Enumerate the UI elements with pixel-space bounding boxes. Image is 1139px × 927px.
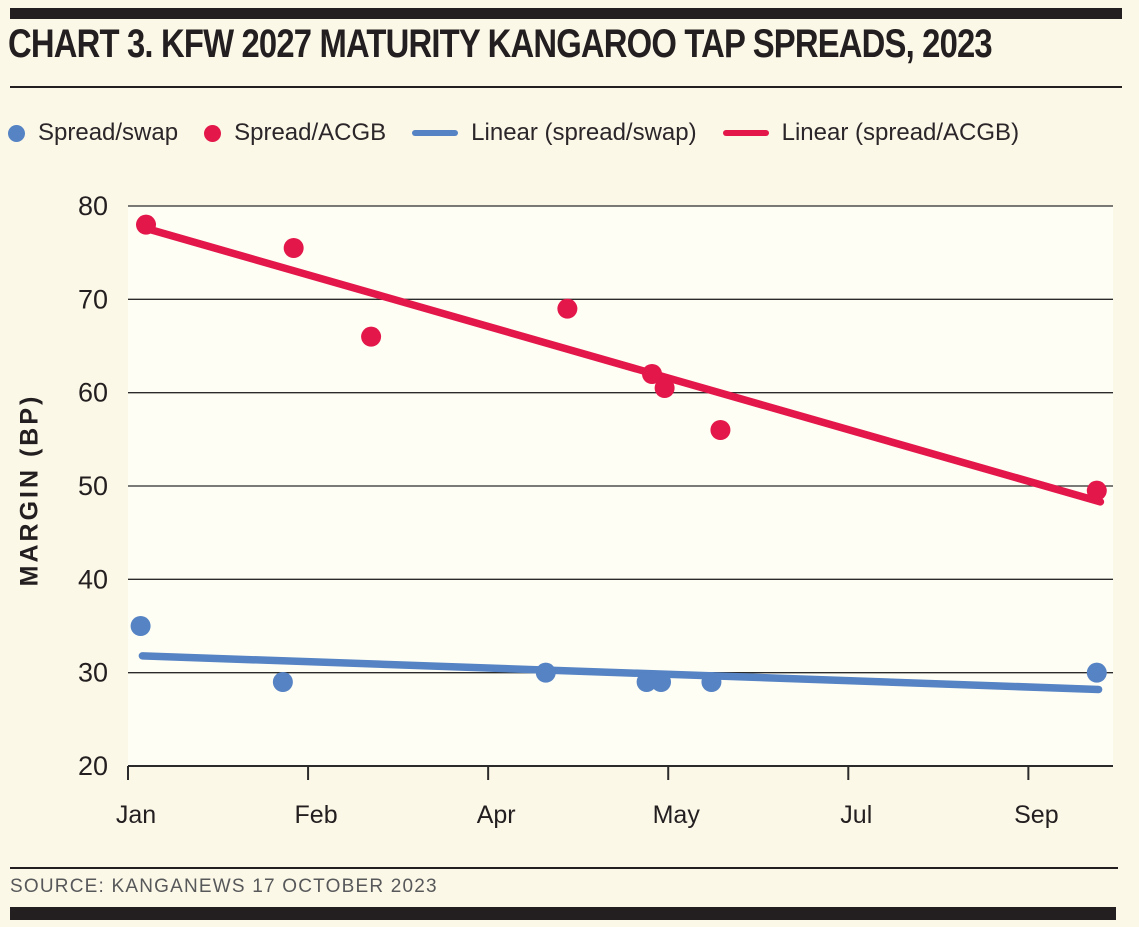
data-point-spread-swap (636, 672, 657, 692)
legend-line-icon (722, 130, 769, 136)
y-tick-label: 30 (78, 658, 108, 688)
legend-label: Spread/ACGB (234, 119, 387, 146)
source-text: SOURCE: KANGANEWS 17 OCTOBER 2023 (10, 876, 438, 897)
data-point-spread-acgb (283, 238, 304, 258)
y-tick-label: 60 (78, 378, 108, 408)
x-tick-label: Apr (477, 801, 516, 829)
legend-item-linear-spread-swap: Linear (spread/swap) (412, 119, 697, 147)
trendline-linear-spread-swap (138, 652, 1103, 694)
x-tick-label: May (653, 801, 701, 829)
legend-label: Linear (spread/ACGB) (781, 119, 1020, 146)
data-point-spread-swap (535, 662, 556, 683)
title-divider (10, 86, 1122, 88)
legend-item-spread-acgb: Spread/ACGB (204, 119, 386, 147)
data-point-spread-acgb (557, 298, 578, 319)
y-tick-label: 20 (78, 751, 108, 781)
legend-dot-icon (204, 124, 222, 142)
chart-legend: Spread/swap Spread/ACGB Linear (spread/swa… (8, 110, 1139, 156)
data-point-spread-swap (130, 616, 151, 636)
y-tick-label: 80 (78, 191, 108, 221)
legend-line-icon (412, 130, 459, 136)
data-point-spread-swap (272, 672, 293, 692)
legend-label: Linear (spread/swap) (471, 119, 697, 146)
y-tick-label: 70 (78, 284, 108, 314)
data-point-spread-acgb (361, 326, 382, 347)
data-point-spread-acgb (710, 420, 731, 440)
x-tick-label: Jan (116, 801, 156, 829)
trendline-linear-spread-acgb (142, 224, 1105, 506)
data-point-spread-swap (1086, 662, 1107, 683)
data-point-spread-acgb (654, 378, 675, 398)
data-point-spread-swap (651, 672, 672, 692)
bottom-accent-bar (10, 907, 1116, 920)
y-tick-label: 50 (78, 471, 108, 501)
source-divider (10, 867, 1118, 869)
legend-item-linear-spread-acgb: Linear (spread/ACGB) (722, 119, 1020, 147)
chart-title: CHART 3. KFW 2027 MATURITY KANGAROO TAP … (8, 22, 993, 66)
data-point-spread-acgb (642, 364, 663, 384)
legend-dot-icon (8, 124, 25, 142)
data-point-spread-acgb (136, 214, 157, 235)
legend-item-spread-swap: Spread/swap (8, 119, 178, 147)
x-tick-label: Jul (840, 801, 872, 829)
x-tick-label: Sep (1014, 801, 1058, 829)
y-tick-label: 40 (78, 564, 108, 594)
top-accent-bar (10, 8, 1122, 19)
x-tick-label: Feb (295, 801, 338, 829)
data-point-spread-swap (701, 672, 722, 692)
legend-label: Spread/swap (38, 119, 179, 146)
data-point-spread-acgb (1086, 480, 1107, 501)
